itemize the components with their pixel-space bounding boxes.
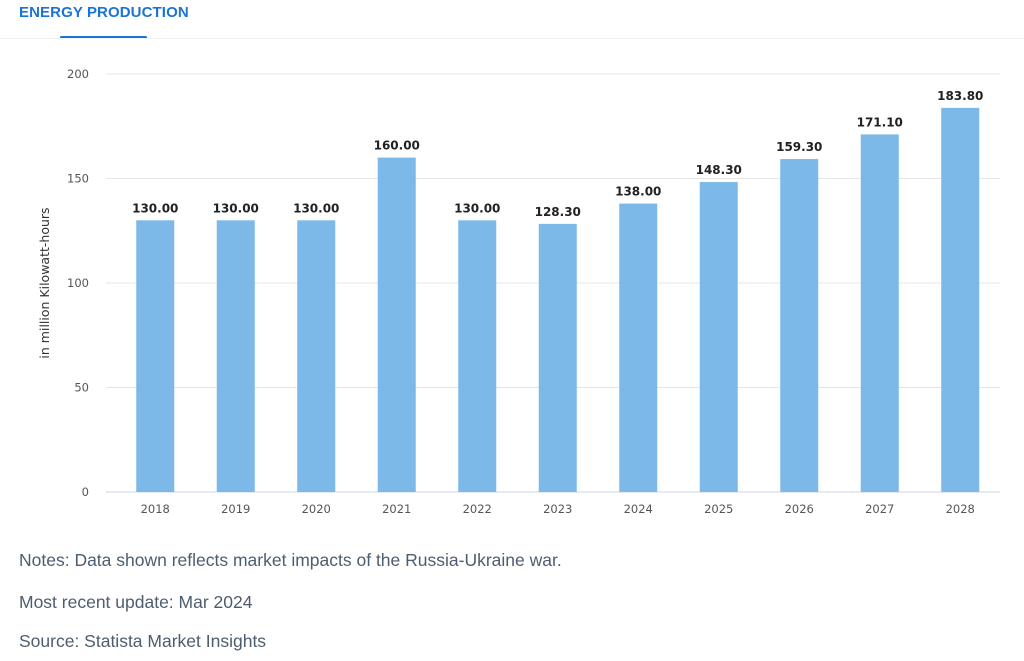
x-tick-label: 2021 <box>382 502 411 516</box>
y-tick-label: 100 <box>67 276 89 290</box>
x-tick-label: 2024 <box>624 502 653 516</box>
x-tick-label: 2025 <box>704 502 733 516</box>
bar <box>377 157 416 492</box>
bar-chart: 0 50 100 150 200 130.00 2018 130.00 2019 130.00 2… <box>37 67 1000 516</box>
bar <box>699 182 738 493</box>
data-label: 130.00 <box>454 201 500 215</box>
tab-energy-production[interactable]: ENERGY PRODUCTION <box>19 4 189 21</box>
bar <box>619 203 658 492</box>
data-label: 159.30 <box>776 140 822 154</box>
data-label: 138.00 <box>615 185 661 199</box>
data-label: 160.00 <box>374 139 420 153</box>
bar <box>458 220 497 493</box>
bar <box>297 220 336 493</box>
chart-update: Most recent update: Mar 2024 <box>19 592 253 612</box>
x-tick-label: 2026 <box>785 502 814 516</box>
data-label: 130.00 <box>132 201 178 215</box>
tab-divider <box>0 38 1024 39</box>
x-tick-label: 2020 <box>302 502 331 516</box>
chart-notes: Notes: Data shown reflects market impact… <box>19 550 562 570</box>
y-tick-label: 200 <box>67 67 89 81</box>
y-axis-label: in million Kilowatt-hours <box>37 207 52 358</box>
data-label: 130.00 <box>213 201 259 215</box>
bar <box>216 220 255 493</box>
chart-source[interactable]: Source: Statista Market Insights <box>19 631 267 651</box>
y-tick-label: 150 <box>67 172 89 186</box>
x-tick-label: 2019 <box>221 502 250 516</box>
x-tick-label: 2023 <box>543 502 572 516</box>
data-label: 128.30 <box>535 205 581 219</box>
x-tick-label: 2022 <box>463 502 492 516</box>
x-tick-label: 2027 <box>865 502 894 516</box>
bar <box>860 134 899 492</box>
data-label: 148.30 <box>696 163 742 177</box>
data-label: 130.00 <box>293 201 339 215</box>
x-tick-label: 2018 <box>141 502 170 516</box>
bar <box>538 223 577 492</box>
data-label: 183.80 <box>937 89 983 103</box>
y-tick-label: 50 <box>74 381 89 395</box>
y-tick-label: 0 <box>82 485 89 499</box>
data-label: 171.10 <box>857 115 903 129</box>
bar <box>780 159 819 493</box>
active-tab-indicator <box>60 36 147 39</box>
x-tick-label: 2028 <box>946 502 975 516</box>
bar <box>136 220 175 493</box>
bar <box>941 107 980 492</box>
